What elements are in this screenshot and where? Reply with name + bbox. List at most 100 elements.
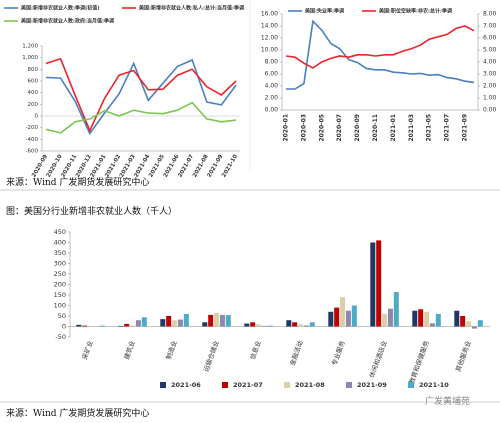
x-tick-label: 2020-11 [372,114,379,142]
bar [225,315,231,327]
legend-swatch [346,382,352,388]
x-tick-label: 2020-09 [354,114,361,142]
legend-swatch [160,382,166,388]
bar [183,313,189,327]
x-tick-label: 制造业 [164,339,179,361]
figure-caption: 图：美国分行业新增非农就业人数（千人） [6,207,178,217]
y-tick-label: 150 [54,291,66,299]
x-tick-label: 2021-07 [444,114,451,142]
y-tick-label: 200 [28,102,39,108]
line-series [45,101,237,134]
y-tick-label: -600 [26,149,39,155]
legend-swatch [284,382,290,388]
y-tick-label: 300 [54,260,66,268]
source-note: 来源：Wind 广发期货发展研究中心 [6,409,150,419]
y-tick-label: 14.00 [261,23,278,30]
bar [267,325,273,327]
bar [166,316,172,327]
bar [250,322,256,327]
y-tick-label: 0 [35,114,39,120]
bar [424,311,430,327]
bar [435,313,441,327]
bar [219,314,225,327]
y-tick-label: 350 [54,249,66,257]
y-tick-label: 1,000 [22,55,38,61]
y-tick-label: 450 [54,228,66,236]
bar [202,322,208,327]
y2-tick-label: 4.00 [483,59,497,66]
bar [244,323,250,327]
bar [466,321,472,327]
bar [340,297,346,327]
bar [334,307,340,327]
legend-label: 2021-09 [357,381,387,389]
x-tick-label: 金融活动 [287,339,305,367]
y-tick-label: 12.00 [261,35,278,42]
bar [471,326,477,329]
legend-label: 美国:新增非农就业人数:政府:当月值:季调 [21,18,114,25]
bar [454,310,460,327]
y-tick-label: 400 [28,90,39,96]
x-tick-label: 专业服务 [329,339,347,367]
bar [118,325,124,327]
bar [214,312,220,327]
bar [412,310,418,327]
x-tick-label: 2021-03 [408,114,415,142]
x-tick-label: 2020-01 [283,114,290,142]
legend-label: 美国:新增非农就业人数:季调(初值) [21,5,100,12]
y-tick-label: 6.00 [265,71,279,78]
y2-tick-label: 0.00 [483,107,497,114]
bar [351,305,357,327]
bar [160,319,166,327]
y-tick-label: -400 [26,137,39,143]
y-tick-label: 16.00 [261,11,278,18]
legend-swatch [408,382,414,388]
y-tick-label: 2.00 [265,95,279,102]
bar [387,308,393,327]
legend-label: 2021-08 [295,381,325,389]
y-tick-label: 100 [54,302,66,310]
bar [286,320,292,327]
y2-tick-label: 5.00 [483,47,497,54]
bar [429,323,435,327]
x-tick-label: 2020-03 [300,114,307,142]
y-tick-label: 200 [54,281,66,289]
bar [99,325,105,327]
bar [328,311,334,327]
legend-label: 美国:新增非农就业人数:私人:总计:当月值:季调 [139,5,244,12]
y-tick-label: 250 [54,270,66,278]
bar [130,325,136,327]
legend-label: 美国:失业率:季调 [305,8,344,15]
bar [82,325,88,327]
x-tick-label: 2021-05 [426,114,433,142]
y-tick-label: 0.00 [265,107,279,114]
bar [135,320,141,327]
x-tick-label: 休闲和酒店业 [367,339,389,379]
line-series [45,57,237,133]
y-tick-label: 0 [62,323,66,331]
x-tick-label: 采矿业 [80,339,95,361]
bar [124,323,130,327]
y-tick-label: 4.00 [265,83,279,90]
bar [261,325,267,327]
bar [208,314,214,327]
line-series [286,19,475,90]
y-tick-label: 10.00 [261,47,278,54]
source-note: 来源：Wind 广发期货发展研究中心 [6,178,150,188]
legend-swatch [222,382,228,388]
y2-tick-label: 3.00 [483,71,497,78]
bar [345,310,351,327]
bar [393,292,399,327]
bar [309,322,315,327]
y-tick-label: 1,200 [22,44,38,50]
x-tick-label: 运输仓储业 [201,339,221,373]
x-tick-label: 2020-05 [318,114,325,142]
bar [76,324,82,327]
bar [298,324,304,327]
legend-label: 美国:职位空缺率:非农:总计:季调 [379,8,452,15]
legend-label: 2021-10 [419,381,449,389]
bar [370,242,376,327]
bar [172,320,178,327]
